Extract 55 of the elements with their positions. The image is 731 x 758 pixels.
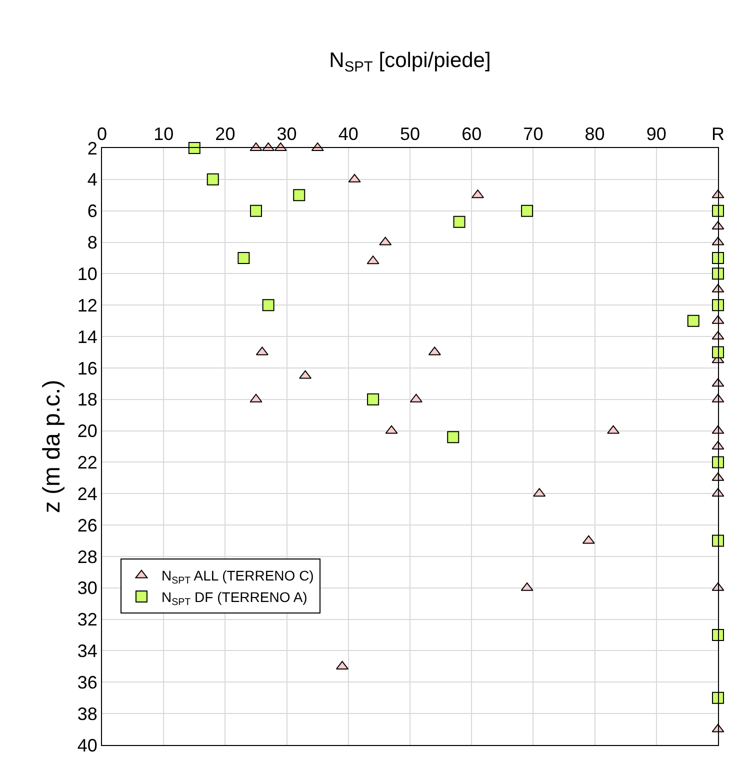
y-tick-label: 38 [77, 704, 98, 724]
y-tick-label: 22 [77, 452, 98, 473]
point [712, 204, 724, 217]
point [712, 252, 724, 264]
x-tick-label: 0 [96, 124, 108, 144]
x-tick-label: 70 [523, 124, 544, 144]
y-tick-label: 32 [77, 610, 98, 630]
point [262, 299, 274, 312]
point [367, 393, 380, 406]
point [521, 204, 534, 217]
x-tick-label: 10 [154, 124, 174, 144]
y-tick-label: 26 [77, 515, 98, 536]
x-axis-title: N$_{SPT}$ [colpi/piede] [329, 48, 491, 76]
point [206, 173, 219, 186]
point [188, 142, 200, 154]
y-tick-label: 40 [77, 735, 98, 756]
y-tick-label: 10 [77, 264, 98, 284]
point [712, 534, 724, 547]
y-tick-label: 36 [77, 672, 98, 692]
x-tick-label: 40 [338, 124, 358, 144]
point [687, 314, 700, 327]
point [712, 299, 724, 312]
point [712, 346, 724, 358]
y-tick-label: 24 [77, 484, 98, 504]
point [250, 204, 262, 217]
x-tick-label: 50 [400, 124, 420, 144]
y-tick-label: 2 [87, 138, 98, 158]
point [238, 252, 250, 264]
y-tick-label: 4 [87, 170, 98, 190]
point [293, 189, 306, 202]
legend-label: N$_{SPT}$ ALL (TERRENO C) [161, 568, 314, 587]
x-tick-label: 80 [584, 124, 605, 144]
x-tick-label: 90 [646, 124, 666, 144]
x-tick-label: R [712, 124, 724, 144]
y-tick-label: 20 [77, 421, 98, 442]
x-tick-label: 20 [215, 124, 236, 144]
y-tick-label: 8 [87, 232, 98, 253]
point [712, 692, 724, 704]
point [447, 431, 460, 444]
y-tick-label: 18 [77, 390, 98, 410]
y-tick-label: 6 [87, 201, 98, 222]
y-tick-label: 28 [77, 546, 98, 567]
y-tick-label: 34 [77, 641, 98, 662]
y-tick-label: 30 [77, 578, 98, 598]
point [712, 268, 724, 280]
point [712, 456, 724, 468]
y-tick-label: 12 [77, 295, 98, 316]
legend-label: N$_{SPT}$ DF (TERRENO A) [161, 588, 308, 608]
y-tick-label: 14 [77, 326, 98, 347]
y-tick-label: 16 [77, 358, 98, 378]
y-axis-title: z (m da p.c.) [38, 380, 66, 514]
x-tick-label: 30 [276, 124, 297, 144]
point [712, 629, 724, 642]
x-tick-label: 60 [462, 124, 482, 144]
point [453, 216, 466, 228]
